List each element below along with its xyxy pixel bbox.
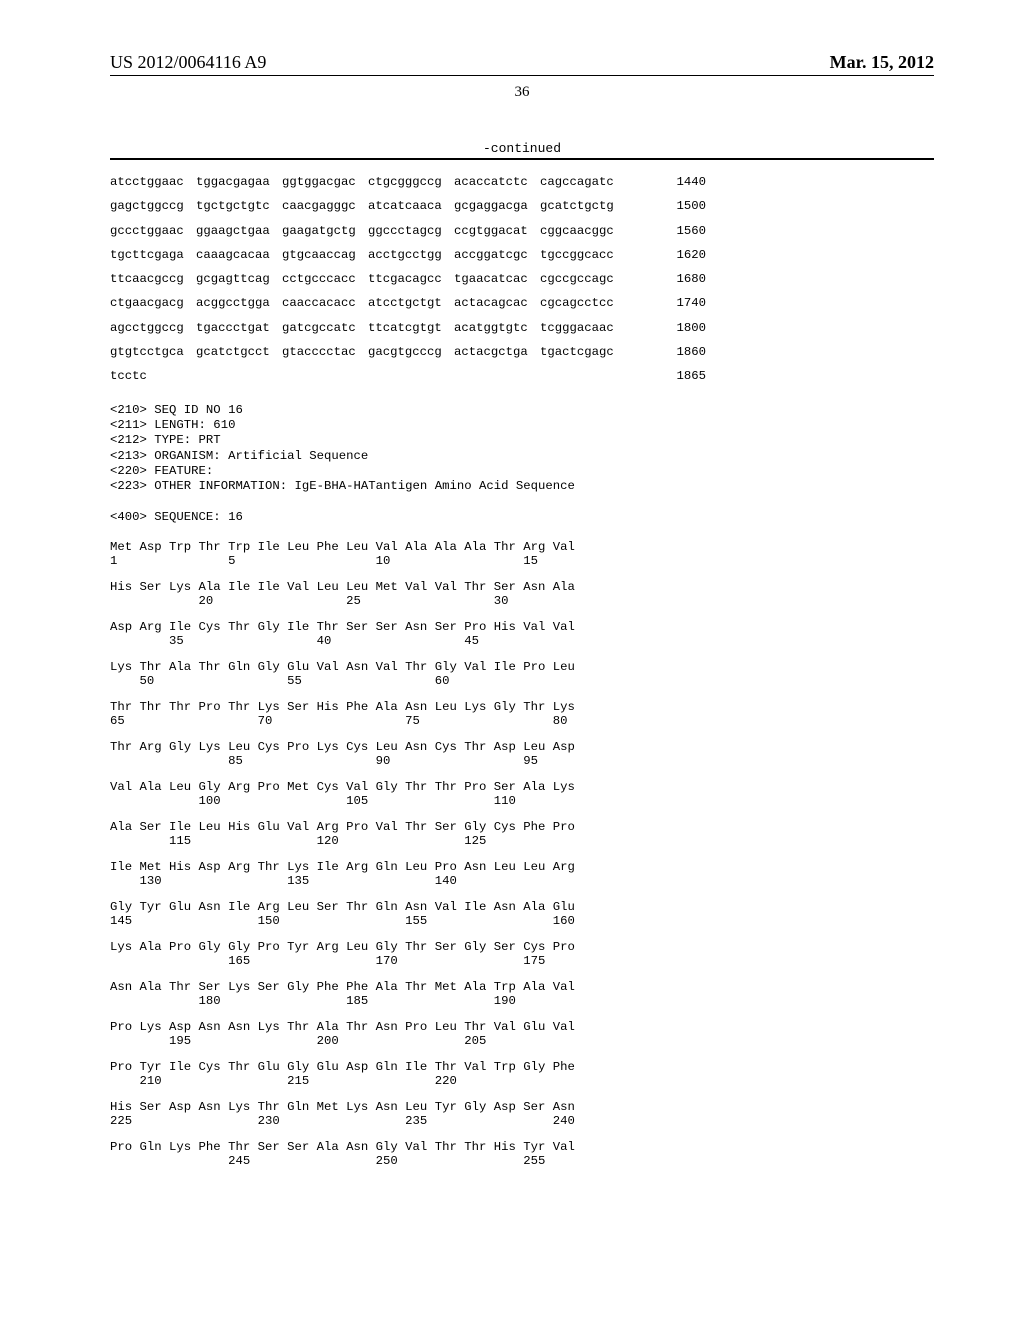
nuc-group (282, 370, 360, 382)
nuc-group: atcatcaaca (368, 200, 446, 212)
nuc-group: actacgctga (454, 346, 532, 358)
nuc-group: tcgggacaac (540, 322, 618, 334)
section-rule (110, 158, 934, 160)
nuc-group (368, 370, 446, 382)
nuc-group: ccgtggacat (454, 225, 532, 237)
nuc-group: ttcatcgtgt (368, 322, 446, 334)
nuc-group: acaccatctc (454, 176, 532, 188)
nucleotide-block: atcctggaac tggacgagaa ggtggacgac ctgcgggccg… (110, 176, 934, 383)
nuc-group (454, 370, 532, 382)
nuc-group: caaccacacc (282, 297, 360, 309)
nuc-group: gtgcaaccag (282, 249, 360, 261)
nuc-group: acctgcctgg (368, 249, 446, 261)
nucleotide-row: atcctggaac tggacgagaa ggtggacgac ctgcgggccg… (110, 176, 934, 188)
nuc-group: ggaagctgaa (196, 225, 274, 237)
aa-row: Met Asp Trp Thr Trp Ile Leu Phe Leu Val … (110, 540, 934, 569)
nucleotide-row: gtgtcctgca gcatctgcct gtacccctac gacgtgcccg… (110, 346, 934, 358)
nucleotide-row: tgcttcgaga caaagcacaa gtgcaaccag acctgcctgg… (110, 249, 934, 261)
aa-row: Pro Gln Lys Phe Thr Ser Ser Ala Asn Gly … (110, 1140, 934, 1169)
nuc-group: gcatctgctg (540, 200, 618, 212)
nuc-group: cgccgccagc (540, 273, 618, 285)
nuc-group: cgcagcctcc (540, 297, 618, 309)
nuc-position: 1440 (646, 176, 706, 188)
nucleotide-row: gagctggccg tgctgctgtc caacgagggc atcatcaaca… (110, 200, 934, 212)
nuc-position: 1620 (646, 249, 706, 261)
nuc-group: caaagcacaa (196, 249, 274, 261)
nucleotide-row: ttcaacgccg gcgagttcag cctgcccacc ttcgacagcc… (110, 273, 934, 285)
page: US 2012/0064116 A9 Mar. 15, 2012 36 -con… (0, 0, 1024, 1320)
nuc-group: agcctggccg (110, 322, 188, 334)
nuc-position: 1680 (646, 273, 706, 285)
nuc-group: gacgtgcccg (368, 346, 446, 358)
nuc-position: 1500 (646, 200, 706, 212)
aa-row: Ile Met His Asp Arg Thr Lys Ile Arg Gln … (110, 860, 934, 889)
nuc-group: gcgagttcag (196, 273, 274, 285)
nuc-group: tgaacatcac (454, 273, 532, 285)
aa-row: Gly Tyr Glu Asn Ile Arg Leu Ser Thr Gln … (110, 900, 934, 929)
nuc-group: cggcaacggc (540, 225, 618, 237)
nuc-group: gagctggccg (110, 200, 188, 212)
aa-row: Ala Ser Ile Leu His Glu Val Arg Pro Val … (110, 820, 934, 849)
nuc-group: tcctc (110, 370, 188, 382)
nucleotide-row: gccctggaac ggaagctgaa gaagatgctg ggccctagcg… (110, 225, 934, 237)
nuc-group: caacgagggc (282, 200, 360, 212)
nucleotide-row: ctgaacgacg acggcctgga caaccacacc atcctgctgt… (110, 297, 934, 309)
nuc-position: 1560 (646, 225, 706, 237)
aa-row: Asn Ala Thr Ser Lys Ser Gly Phe Phe Ala … (110, 980, 934, 1009)
nucleotide-row: agcctggccg tgaccctgat gatcgccatc ttcatcgtgt… (110, 322, 934, 334)
aa-row: Pro Tyr Ile Cys Thr Glu Gly Glu Asp Gln … (110, 1060, 934, 1089)
nuc-group: acatggtgtc (454, 322, 532, 334)
nuc-group: gcgaggacga (454, 200, 532, 212)
nuc-group: gtacccctac (282, 346, 360, 358)
aa-row: Thr Thr Thr Pro Thr Lys Ser His Phe Ala … (110, 700, 934, 729)
nuc-group: ctgaacgacg (110, 297, 188, 309)
sequence-meta: <210> SEQ ID NO 16 <211> LENGTH: 610 <21… (110, 403, 934, 526)
nuc-group: gccctggaac (110, 225, 188, 237)
nuc-group (196, 370, 274, 382)
nuc-group: gcatctgcct (196, 346, 274, 358)
nuc-group: gaagatgctg (282, 225, 360, 237)
nuc-group: cagccagatc (540, 176, 618, 188)
nuc-group: tgaccctgat (196, 322, 274, 334)
nuc-group: gatcgccatc (282, 322, 360, 334)
nuc-group: ttcaacgccg (110, 273, 188, 285)
page-header: US 2012/0064116 A9 Mar. 15, 2012 (110, 52, 934, 76)
aa-row: Lys Ala Pro Gly Gly Pro Tyr Arg Leu Gly … (110, 940, 934, 969)
nuc-position: 1860 (646, 346, 706, 358)
nuc-position: 1800 (646, 322, 706, 334)
nuc-group: cctgcccacc (282, 273, 360, 285)
aa-row: Lys Thr Ala Thr Gln Gly Glu Val Asn Val … (110, 660, 934, 689)
nuc-group: actacagcac (454, 297, 532, 309)
nuc-group: accggatcgc (454, 249, 532, 261)
nuc-group: tgactcgagc (540, 346, 618, 358)
aa-row: His Ser Asp Asn Lys Thr Gln Met Lys Asn … (110, 1100, 934, 1129)
nuc-group: tgctgctgtc (196, 200, 274, 212)
nuc-group: gtgtcctgca (110, 346, 188, 358)
amino-acid-block: Met Asp Trp Thr Trp Ile Leu Phe Leu Val … (110, 540, 934, 1169)
nuc-group: acggcctgga (196, 297, 274, 309)
nuc-group: ttcgacagcc (368, 273, 446, 285)
continued-label: -continued (110, 141, 934, 156)
nuc-group: tgcttcgaga (110, 249, 188, 261)
nuc-position: 1865 (646, 370, 706, 382)
nuc-group (540, 370, 618, 382)
aa-row: Val Ala Leu Gly Arg Pro Met Cys Val Gly … (110, 780, 934, 809)
nuc-group: ggccctagcg (368, 225, 446, 237)
nuc-group: atcctgctgt (368, 297, 446, 309)
aa-row: Asp Arg Ile Cys Thr Gly Ile Thr Ser Ser … (110, 620, 934, 649)
page-number: 36 (110, 84, 934, 101)
publication-number: US 2012/0064116 A9 (110, 52, 266, 73)
nuc-group: tgccggcacc (540, 249, 618, 261)
nuc-group: ggtggacgac (282, 176, 360, 188)
aa-row: His Ser Lys Ala Ile Ile Val Leu Leu Met … (110, 580, 934, 609)
nuc-group: ctgcgggccg (368, 176, 446, 188)
nucleotide-row: tcctc 1865 (110, 370, 934, 382)
publication-date: Mar. 15, 2012 (830, 52, 934, 73)
aa-row: Pro Lys Asp Asn Asn Lys Thr Ala Thr Asn … (110, 1020, 934, 1049)
nuc-group: atcctggaac (110, 176, 188, 188)
nuc-position: 1740 (646, 297, 706, 309)
nuc-group: tggacgagaa (196, 176, 274, 188)
aa-row: Thr Arg Gly Lys Leu Cys Pro Lys Cys Leu … (110, 740, 934, 769)
